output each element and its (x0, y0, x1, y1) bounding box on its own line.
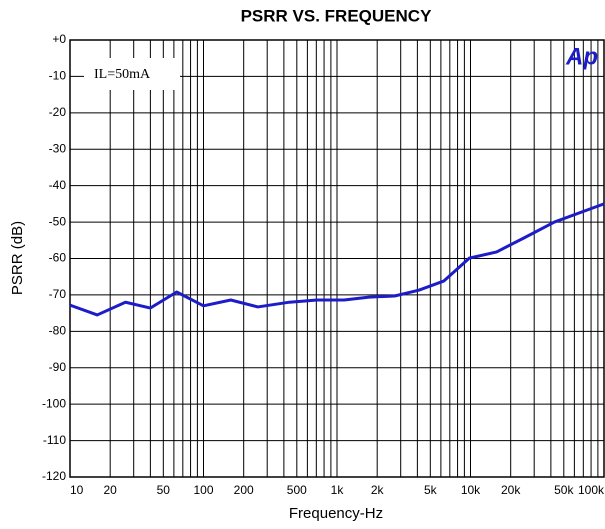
x-tick-label: 200 (234, 483, 254, 497)
y-tick-label: -40 (49, 178, 67, 192)
data-line (69, 202, 605, 317)
x-tick-label: 20k (501, 483, 521, 497)
y-tick-label: -30 (49, 141, 67, 155)
x-tick-label: 10 (70, 483, 84, 497)
x-tick-label: 10k (461, 483, 481, 497)
x-tick-label: 50 (157, 483, 171, 497)
annotation-box (84, 58, 180, 90)
y-tick-label: -10 (49, 69, 67, 83)
x-axis-label: Frequency-Hz (289, 505, 383, 522)
y-axis-label: PSRR (dB) (9, 221, 26, 295)
y-tick-label: -80 (49, 324, 67, 338)
x-tick-label: 1k (331, 483, 345, 497)
y-tick-label: -70 (49, 287, 67, 301)
y-tick-label: -110 (43, 433, 66, 447)
x-tick-label: 500 (287, 483, 307, 497)
x-tick-label: 2k (371, 483, 385, 497)
y-tick-label: -50 (49, 214, 67, 228)
annotation: IL=50mA (94, 67, 151, 82)
x-tick-label: 100 (193, 483, 213, 497)
x-tick-label: 50k (554, 483, 574, 497)
y-tick-label: -120 (42, 469, 66, 483)
y-tick-label: -100 (42, 396, 66, 410)
x-tick-label: 100k (578, 483, 605, 497)
y-tick-label: -90 (49, 360, 67, 374)
x-tick-label: 20 (104, 483, 118, 497)
y-tick-label: +0 (52, 32, 66, 46)
x-tick-label: 5k (424, 483, 438, 497)
y-tick-label: -20 (49, 105, 67, 119)
y-tick-label: -60 (49, 251, 67, 265)
logo: Ap (565, 43, 598, 70)
chart-title: PSRR VS. FREQUENCY (241, 6, 432, 25)
